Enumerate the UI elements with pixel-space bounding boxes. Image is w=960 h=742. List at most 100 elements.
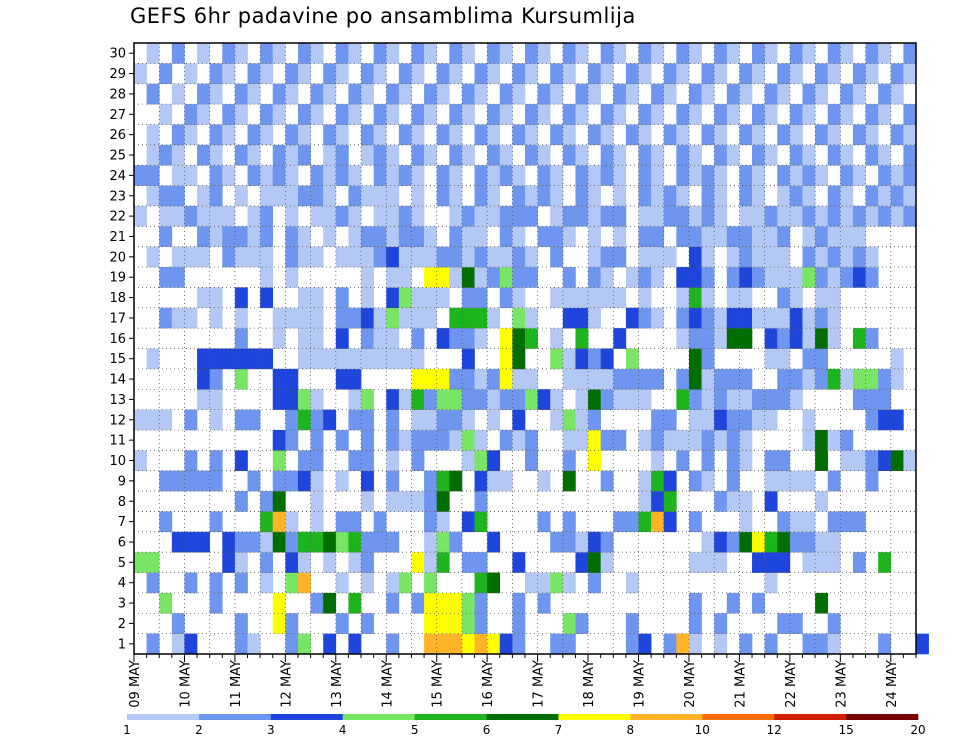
heatmap-cell — [550, 124, 564, 146]
heatmap-cell — [537, 226, 551, 247]
heatmap-cell — [625, 389, 639, 410]
heatmap-cell — [461, 552, 475, 573]
heatmap-cell — [865, 144, 879, 166]
heatmap-cell — [726, 389, 740, 410]
heatmap-cell — [865, 328, 879, 349]
heatmap-cell — [310, 287, 324, 309]
heatmap-cell — [234, 104, 248, 125]
heatmap-cell — [272, 165, 286, 186]
heatmap-cell — [525, 368, 538, 390]
heatmap-cell — [764, 633, 778, 655]
y-tick-label: 5 — [118, 556, 126, 571]
heatmap-cell — [272, 307, 286, 329]
heatmap-cell — [651, 205, 665, 227]
heatmap-cell — [272, 531, 286, 553]
heatmap-cell — [537, 572, 551, 594]
heatmap-cell — [802, 470, 816, 492]
heatmap-cell — [461, 205, 475, 227]
heatmap-cell — [323, 226, 337, 247]
heatmap-cell — [285, 429, 299, 451]
heatmap-cell — [499, 348, 513, 370]
heatmap-cell — [449, 592, 463, 614]
heatmap-cell — [777, 389, 791, 410]
heatmap-cell — [512, 246, 526, 268]
x-tick-label: 11 MAY — [229, 660, 244, 708]
heatmap-cell — [487, 63, 501, 85]
heatmap-cell — [184, 63, 198, 85]
heatmap-cell — [525, 450, 538, 471]
heatmap-cell — [764, 572, 778, 594]
heatmap-cell — [386, 307, 400, 329]
heatmap-cell — [386, 246, 400, 268]
heatmap-cell — [234, 531, 248, 553]
heatmap-cell — [499, 287, 513, 309]
heatmap-cell — [297, 348, 311, 370]
heatmap-cell — [651, 165, 665, 186]
heatmap-cell — [562, 368, 576, 390]
x-axis: 09 MAY 10 MAY 11 MAY 12 MAY 13 MAY 14 MAY 15 M… — [128, 654, 917, 708]
heatmap-cell — [361, 63, 374, 85]
heatmap-cell — [651, 409, 665, 431]
heatmap-cell — [310, 328, 324, 349]
heatmap-cell — [878, 165, 892, 186]
heatmap-cell — [474, 307, 488, 329]
heatmap-cell — [726, 83, 740, 105]
heatmap-cell — [865, 124, 879, 146]
x-tick-label: 23 MAY — [834, 660, 849, 708]
heatmap-cell — [373, 144, 387, 166]
heatmap-cell — [764, 267, 778, 288]
x-tick-label: 17 MAY — [532, 660, 547, 708]
heatmap-cell — [815, 633, 829, 655]
heatmap-cell — [348, 165, 362, 186]
heatmap-cell — [297, 124, 311, 146]
heatmap-cell — [865, 470, 879, 492]
heatmap-cell — [285, 389, 299, 410]
heatmap-cell — [726, 287, 740, 309]
heatmap-cell — [638, 104, 652, 125]
heatmap-cell — [840, 205, 854, 227]
heatmap-cell — [852, 124, 866, 146]
heatmap-cell — [234, 246, 248, 268]
heatmap-cell — [701, 185, 715, 207]
heatmap-cell — [348, 246, 362, 268]
heatmap-cell — [575, 83, 589, 105]
heatmap-cell — [373, 185, 387, 207]
heatmap-cell — [714, 633, 728, 655]
colorbar-swatch — [558, 714, 631, 720]
y-tick-label: 27 — [109, 108, 126, 123]
heatmap-cell — [310, 491, 324, 512]
heatmap-cell — [890, 409, 904, 431]
y-tick-label: 18 — [109, 291, 126, 306]
heatmap-cell — [852, 267, 866, 288]
y-tick-label: 11 — [109, 434, 126, 449]
heatmap-cell — [247, 246, 261, 268]
heatmap-cell — [146, 552, 160, 573]
heatmap-cell — [373, 165, 387, 186]
heatmap-cell — [739, 165, 753, 186]
heatmap-cell — [903, 144, 917, 166]
heatmap-cell — [272, 429, 286, 451]
heatmap-cell — [234, 226, 248, 247]
heatmap-cell — [285, 307, 299, 329]
heatmap-cell — [537, 165, 551, 186]
heatmap-cell — [714, 531, 728, 553]
heatmap-cell — [285, 144, 299, 166]
x-tick-label: 22 MAY — [784, 660, 799, 708]
heatmap-cell — [600, 124, 614, 146]
heatmap-cell — [398, 124, 412, 146]
heatmap-cell — [272, 144, 286, 166]
heatmap-cell — [247, 226, 261, 247]
heatmap-cell — [688, 613, 702, 634]
heatmap-cell — [537, 43, 551, 64]
heatmap-cell — [386, 389, 400, 410]
heatmap-cell — [260, 348, 274, 370]
heatmap-cell — [852, 450, 866, 471]
heatmap-cell — [827, 429, 841, 451]
x-tick-label: 18 MAY — [582, 660, 597, 708]
heatmap-cell — [323, 63, 337, 85]
heatmap-cell — [234, 328, 248, 349]
heatmap-cell — [562, 104, 576, 125]
heatmap-cell — [562, 348, 576, 370]
heatmap-cell — [815, 63, 829, 85]
heatmap-cell — [827, 246, 841, 268]
